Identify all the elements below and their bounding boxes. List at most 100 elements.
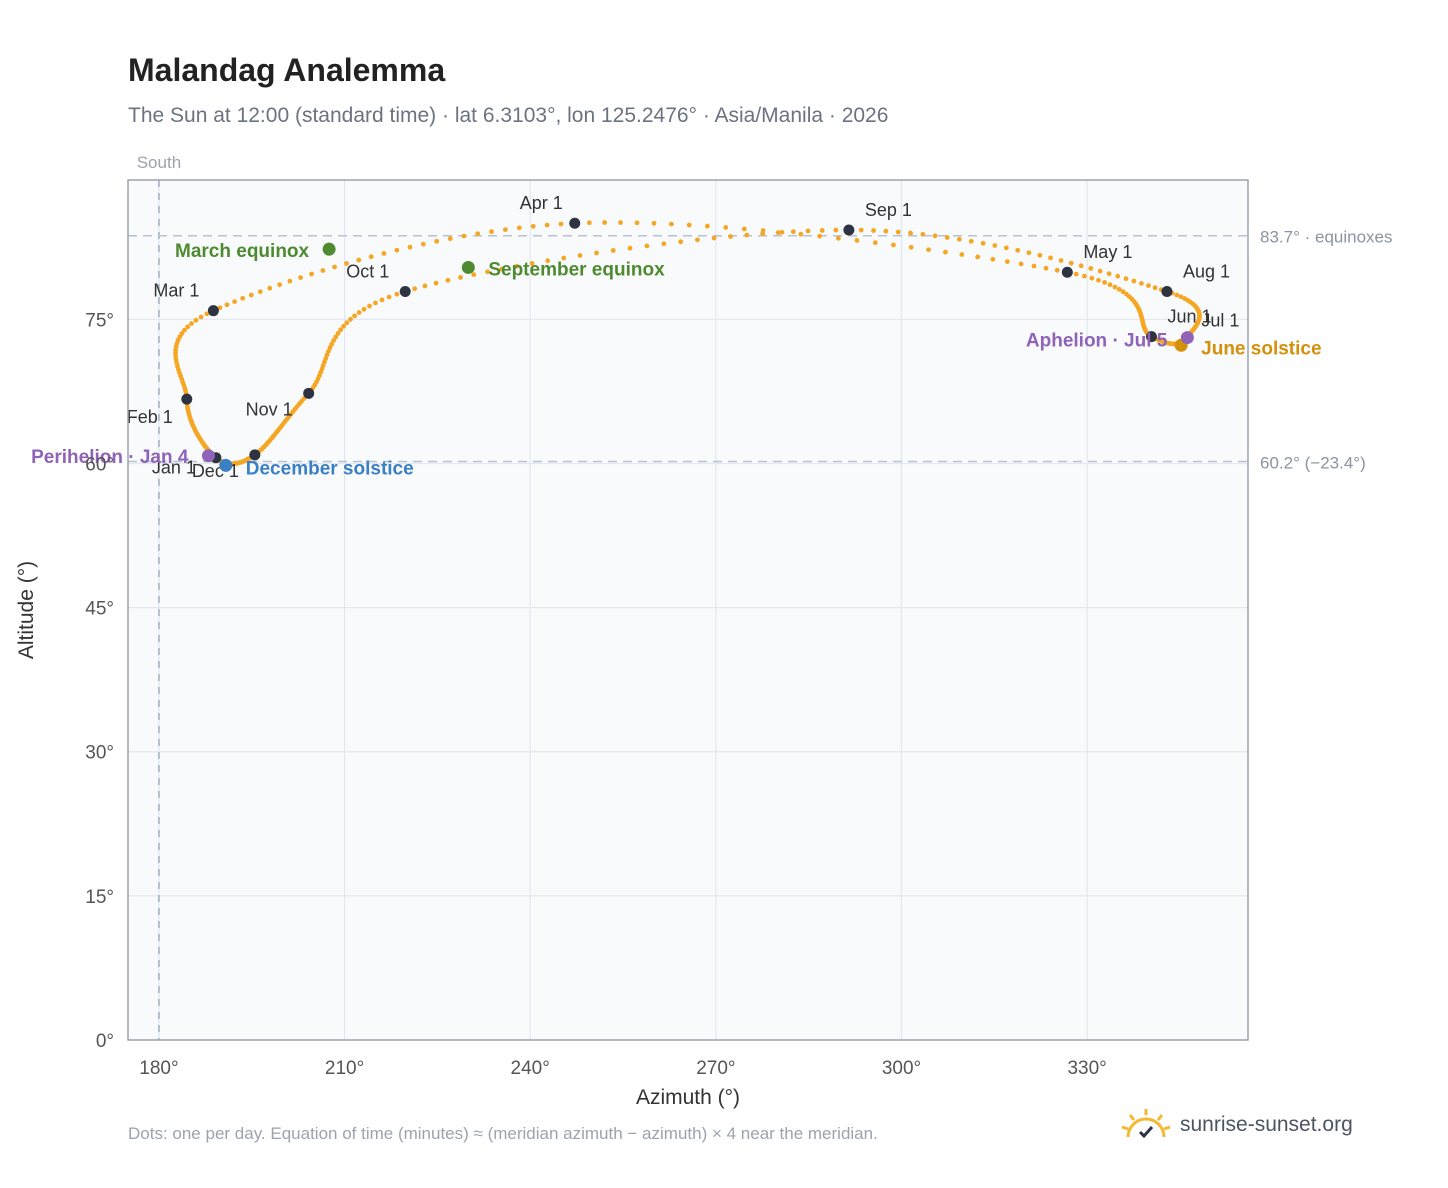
day-dot xyxy=(1123,276,1129,282)
day-dot xyxy=(610,248,616,253)
day-dot xyxy=(1068,260,1074,266)
month-marker-label: Jan 1 xyxy=(152,458,196,478)
day-dot xyxy=(1026,250,1032,256)
day-dot xyxy=(1146,283,1151,288)
day-dot xyxy=(1018,261,1024,267)
day-dot xyxy=(434,238,440,244)
day-dot xyxy=(1043,265,1049,271)
y-tick-label: 30° xyxy=(85,743,114,764)
day-dot xyxy=(1112,284,1118,290)
day-dot xyxy=(1178,294,1184,300)
day-dot xyxy=(891,242,896,248)
day-dot xyxy=(1131,278,1137,284)
day-dot xyxy=(1078,263,1084,269)
day-dot xyxy=(968,238,974,244)
day-dot xyxy=(309,271,314,277)
day-dot xyxy=(959,252,965,257)
month-marker xyxy=(843,224,855,236)
month-marker-label: Oct 1 xyxy=(346,261,389,281)
day-dot xyxy=(833,227,839,233)
day-dot xyxy=(1073,271,1079,277)
day-dot xyxy=(644,243,650,249)
day-dot xyxy=(943,249,948,255)
day-dot xyxy=(1088,266,1094,271)
day-dot xyxy=(329,341,335,347)
day-dot xyxy=(883,228,889,234)
month-marker-label: Nov 1 xyxy=(246,399,293,419)
day-dot xyxy=(1054,267,1060,273)
day-dot xyxy=(198,314,204,320)
day-dot xyxy=(224,302,230,308)
day-dot xyxy=(502,227,508,232)
day-dot xyxy=(1048,255,1053,261)
day-dot xyxy=(594,250,599,256)
event-marker xyxy=(201,449,215,463)
month-marker-label: Jul 1 xyxy=(1201,311,1239,331)
day-dot xyxy=(908,230,913,236)
day-dot xyxy=(586,220,592,226)
day-dot xyxy=(858,227,864,233)
day-dot xyxy=(530,223,536,229)
day-dot xyxy=(185,324,191,330)
day-dot xyxy=(1031,263,1037,269)
footnote: Dots: one per day. Equation of time (min… xyxy=(128,1124,878,1143)
day-dot xyxy=(817,233,823,239)
day-dot xyxy=(367,303,372,309)
day-dot xyxy=(217,305,223,311)
day-dot xyxy=(352,313,357,319)
day-dot xyxy=(379,297,385,303)
day-dot xyxy=(1174,292,1180,298)
day-dot xyxy=(433,280,439,286)
x-tick-label: 330° xyxy=(1067,1058,1106,1079)
event-marker xyxy=(219,458,233,472)
y-axis-label: Altitude (°) xyxy=(15,561,38,659)
day-dot xyxy=(558,221,564,227)
day-dot xyxy=(344,320,350,326)
month-marker-label: Jun 1 xyxy=(1167,307,1211,327)
day-dot xyxy=(348,316,353,322)
day-dot xyxy=(475,231,481,237)
plot-frame xyxy=(127,179,1249,1041)
day-dot xyxy=(338,327,344,333)
day-dot xyxy=(661,241,667,247)
month-marker xyxy=(1161,285,1173,297)
day-dot xyxy=(394,291,400,297)
day-dot xyxy=(1152,285,1158,291)
event-marker xyxy=(1180,331,1194,345)
month-marker xyxy=(1061,266,1073,278)
day-dot xyxy=(179,331,185,336)
y-tick-label: 75° xyxy=(85,310,114,331)
day-dot xyxy=(356,257,362,263)
brand-logo[interactable]: sunrise-sunset.org xyxy=(1120,1100,1353,1150)
day-dot xyxy=(618,220,623,225)
day-dot xyxy=(1037,252,1043,258)
day-dot xyxy=(331,338,336,343)
month-marker xyxy=(181,393,193,405)
day-dot xyxy=(634,220,640,226)
day-dot xyxy=(990,256,996,262)
day-dot xyxy=(1102,280,1107,285)
day-dot xyxy=(1058,258,1064,263)
day-dot xyxy=(723,225,729,230)
month-marker xyxy=(303,387,315,399)
month-marker-label: Feb 1 xyxy=(127,407,173,427)
day-dot xyxy=(602,220,608,225)
day-dot xyxy=(760,231,766,237)
day-dot xyxy=(1096,277,1101,283)
x-tick-label: 210° xyxy=(325,1058,364,1079)
day-dot xyxy=(1015,247,1021,253)
day-dot xyxy=(561,255,567,261)
day-dot xyxy=(368,254,374,260)
day-dot xyxy=(499,266,505,272)
day-dot xyxy=(335,330,341,336)
event-label: December solstice xyxy=(246,458,414,479)
day-dot xyxy=(728,234,733,239)
day-dot xyxy=(422,283,428,289)
day-dot xyxy=(461,233,467,239)
day-dot xyxy=(447,236,453,242)
reference-line-label: 60.2° (−23.4°) xyxy=(1260,454,1366,473)
day-dot xyxy=(805,228,811,234)
day-dot xyxy=(1138,280,1144,286)
month-marker-label: Apr 1 xyxy=(520,193,563,213)
day-dot xyxy=(669,221,674,227)
